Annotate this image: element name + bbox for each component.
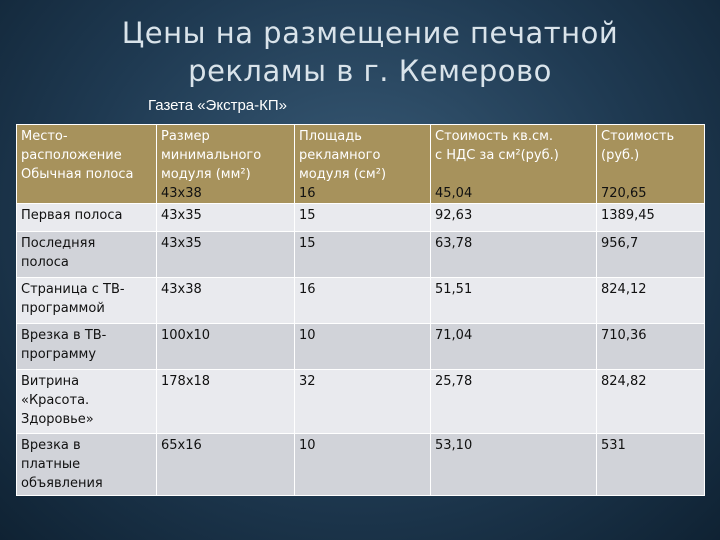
first-row-total-price: 720,65 [601,186,647,201]
cell-total-price: 1389,45 [596,203,705,232]
cell-area: 32 [294,369,431,434]
header-line: с НДС за см²(руб.) [435,148,559,163]
newspaper-subtitle: Газета «Экстра-КП» [148,97,287,114]
location-line: Здоровье» [21,412,94,427]
location-line: «Красота. [21,393,90,408]
location-line: полоса [21,255,69,270]
cell-size: 43х35 [156,203,295,232]
first-row-location: Обычная полоса [21,167,134,182]
cell-size: 43х35 [156,231,295,278]
cell-size: 43х38 [156,277,295,324]
header-line: модуля (см²) [299,167,387,182]
header-line: Стоимость [601,129,675,144]
cell-size: 100х10 [156,323,295,370]
price-table: Место- расположение Обычная полоса Разме… [16,124,705,496]
cell-area: 10 [294,433,431,496]
cell-location: Последняя полоса [16,231,157,278]
cell-total-price: 531 [596,433,705,496]
location-line: программой [21,301,105,316]
cell-price-per-cm: 71,04 [430,323,597,370]
location-line: Витрина [21,374,80,389]
title-line-2: рекламы в г. Кемерово [188,54,552,88]
header-line: модуля (мм²) [161,167,251,182]
location-line: программу [21,347,97,362]
table-header-row: Место- расположение Обычная полоса Разме… [16,124,705,204]
header-line: рекламного [299,148,381,163]
table-row: Врезка в платные объявления 65х16 10 53,10 531 [16,433,705,496]
header-line: расположение [21,148,122,163]
header-line: Площадь [299,129,362,144]
cell-area: 15 [294,203,431,232]
cell-location: Витрина «Красота. Здоровье» [16,369,157,434]
cell-location: Врезка в платные объявления [16,433,157,496]
header-line: (руб.) [601,148,640,163]
cell-location: Страница с ТВ-программой [16,277,157,324]
header-line: минимального [161,148,262,163]
header-module-size: Размер минимального модуля (мм²) 43х38 [156,124,295,204]
location-line: платные [21,457,81,472]
cell-price-per-cm: 53,10 [430,433,597,496]
header-module-area: Площадь рекламного модуля (см²) 16 [294,124,431,204]
table-body: Первая полоса 43х35 15 92,63 1389,45 Последня… [16,203,705,496]
page-title: Цены на размещение печатной рекламы в г.… [60,14,680,90]
cell-total-price: 710,36 [596,323,705,370]
cell-total-price: 824,82 [596,369,705,434]
cell-area: 15 [294,231,431,278]
cell-size: 65х16 [156,433,295,496]
cell-size: 178х18 [156,369,295,434]
title-line-1: Цены на размещение печатной [121,16,619,50]
cell-location: Первая полоса [16,203,157,232]
cell-total-price: 824,12 [596,277,705,324]
first-row-price-per-cm: 45,04 [435,186,473,201]
location-line: Последняя [21,236,96,251]
header-price-per-cm: Стоимость кв.см. с НДС за см²(руб.) 45,0… [430,124,597,204]
table-row: Первая полоса 43х35 15 92,63 1389,45 [16,203,705,232]
cell-price-per-cm: 92,63 [430,203,597,232]
location-line: Врезка в [21,438,81,453]
location-line: Страница с ТВ- [21,282,125,297]
cell-area: 10 [294,323,431,370]
header-total-price: Стоимость (руб.) 720,65 [596,124,705,204]
table-row: Витрина «Красота. Здоровье» 178х18 32 25,78 82… [16,369,705,434]
header-line: Место- [21,129,68,144]
table-row: Страница с ТВ-программой 43х38 16 51,51 824,… [16,277,705,324]
table-row: Последняя полоса 43х35 15 63,78 956,7 [16,231,705,278]
first-row-area: 16 [299,186,316,201]
header-location: Место- расположение Обычная полоса [16,124,157,204]
header-line: Размер [161,129,210,144]
location-line: объявления [21,476,103,491]
cell-price-per-cm: 51,51 [430,277,597,324]
table-row: Врезка в ТВ-программу 100х10 10 71,04 710,36 [16,323,705,370]
cell-total-price: 956,7 [596,231,705,278]
cell-price-per-cm: 25,78 [430,369,597,434]
location-line: Первая полоса [21,208,123,223]
first-row-size: 43х38 [161,186,202,201]
location-line: Врезка в ТВ- [21,328,107,343]
cell-area: 16 [294,277,431,324]
header-line: Стоимость кв.см. [435,129,554,144]
cell-price-per-cm: 63,78 [430,231,597,278]
cell-location: Врезка в ТВ-программу [16,323,157,370]
